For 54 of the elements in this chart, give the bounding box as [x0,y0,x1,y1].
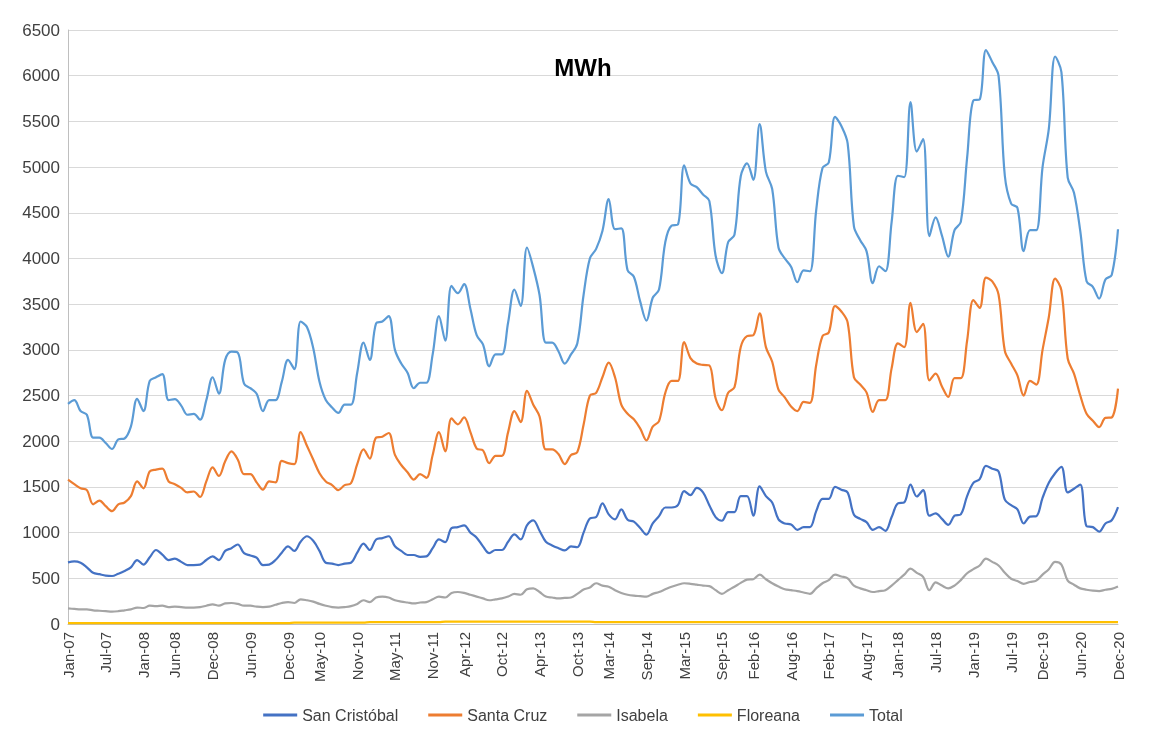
x-tick-label: Jun-08 [166,632,184,678]
x-tick-label: Jan-19 [964,632,982,678]
x-tick-label: Sep-15 [713,632,731,681]
x-tick-label: Jan-18 [889,632,907,678]
text: MWh [554,53,612,81]
y-tick-label: 0 [50,614,60,634]
x-tick-label: Oct-12 [493,632,511,678]
x-tick-label: Sep-14 [637,632,655,681]
x-tick-label: Dec-08 [204,632,222,681]
x-tick-label: Oct-13 [568,632,586,678]
x-tick-label: Jul-18 [927,632,945,673]
line-series [66,557,1120,613]
x-tick-label: Nov-11 [424,632,442,680]
y-tick-label: 3500 [22,294,60,314]
y-tick-label: 4000 [22,248,60,268]
x-tick-label: Mar-15 [675,632,693,680]
y-tick-label: 6000 [22,66,60,86]
line-series [66,464,1120,578]
x-tick-label: May-11 [386,632,404,681]
x-tick-label: Mar-14 [600,632,618,680]
x-tick-label: Aug-16 [782,632,800,681]
x-tick-label: Jul-19 [1002,632,1020,673]
legend-label: Santa Cruz [467,706,548,724]
legend-label: San Cristóbal [302,706,399,724]
x-tick-label: Jun-20 [1071,632,1089,678]
y-tick-label: 3000 [22,340,60,360]
x-tick-label: Feb-16 [744,632,762,680]
x-tick-label: Dec-19 [1034,632,1052,681]
x-tick-label: Jun-09 [241,632,259,678]
x-tick-label: Jul-07 [97,632,115,673]
legend-label: Total [869,706,903,724]
x-tick-label: Jan-07 [59,632,77,678]
y-tick-label: 2500 [22,386,60,406]
y-tick-label: 2000 [22,431,60,451]
y-tick-label: 1000 [22,523,60,543]
legend-label: Floreana [736,706,801,724]
y-tick-label: 5000 [22,157,60,177]
x-tick-label: Aug-17 [858,632,875,681]
x-tick-label: May-10 [311,632,328,683]
x-tick-label: Jan-08 [134,632,152,678]
x-tick-label: Feb-17 [820,632,838,680]
y-tick-label: 6500 [22,20,60,40]
y-tick-label: 1500 [22,477,60,497]
line-series [66,49,1120,451]
legend-label: Isabela [616,706,668,724]
x-tick-label: Dec-20 [1109,632,1127,681]
x-tick-label: Nov-10 [348,632,366,681]
x-tick-label: Apr-12 [455,632,473,678]
y-tick-label: 500 [31,568,60,588]
y-tick-label: 4500 [22,203,60,223]
y-tick-label: 5500 [22,111,60,131]
line-series [66,276,1120,513]
x-tick-label: Apr-13 [531,632,549,678]
x-tick-label: Dec-09 [279,632,297,681]
